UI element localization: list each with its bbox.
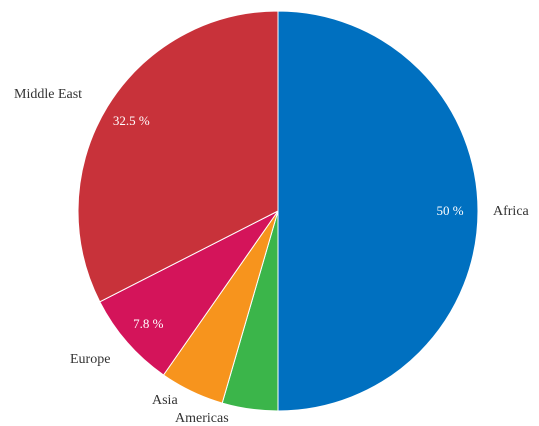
pct-label-middle-east: 32.5 %: [113, 113, 150, 128]
pct-label-europe: 7.8 %: [133, 316, 164, 331]
category-label-middle-east: Middle East: [14, 87, 82, 102]
category-label-americas: Americas: [175, 411, 229, 426]
category-label-africa: Africa: [493, 204, 530, 219]
pct-label-africa: 50 %: [436, 203, 463, 218]
pie-slices: [78, 11, 478, 411]
category-label-europe: Europe: [70, 352, 110, 367]
category-label-asia: Asia: [152, 393, 178, 408]
